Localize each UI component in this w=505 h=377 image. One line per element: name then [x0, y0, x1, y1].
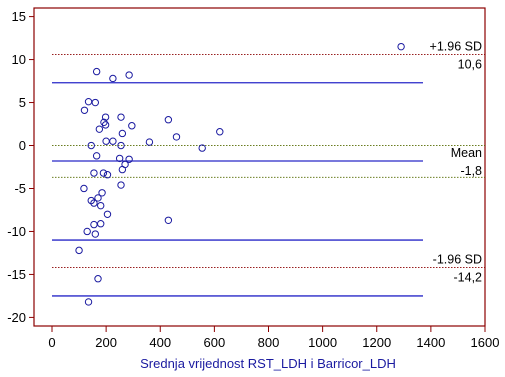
x-tick-label: 600 [204, 335, 226, 350]
x-tick-label: 400 [149, 335, 171, 350]
data-point [87, 141, 95, 150]
data-point [117, 181, 125, 189]
data-point [118, 129, 127, 138]
x-tick-label: 1600 [471, 335, 500, 350]
data-point [90, 169, 98, 177]
data-point [103, 210, 112, 218]
data-point [90, 199, 98, 207]
reference-label: +1.96 SD [430, 39, 482, 53]
reference-label: -1.96 SD [433, 253, 482, 267]
x-axis-label: Srednja vrijednost RST_LDH i Barricor_LD… [140, 356, 396, 371]
data-point [216, 128, 224, 136]
data-point [109, 137, 117, 145]
data-point [80, 106, 89, 114]
data-point [92, 67, 101, 76]
y-tick-label: -15 [7, 267, 26, 282]
data-point [118, 165, 127, 174]
reference-lines [52, 53, 485, 297]
data-point [84, 97, 93, 106]
y-tick-label: -5 [14, 181, 26, 196]
plot-frame [33, 7, 486, 327]
y-tick-label: 0 [19, 138, 26, 153]
data-point [164, 216, 173, 224]
data-point [99, 169, 108, 177]
data-point [83, 227, 91, 236]
data-point [80, 184, 88, 193]
axis-ticks: -20 -15 -10 -5 0 5 10 15 0 200 400 600 800 1000 1200 14… [7, 9, 499, 350]
reference-labels: +1.96 SD 10,6 Mean -1,8 -1.96 SD -14,2 [430, 39, 483, 284]
x-tick-label: 1200 [362, 335, 391, 350]
x-tick-label: 0 [48, 335, 55, 350]
data-point [125, 71, 133, 79]
data-point [92, 152, 101, 160]
data-point [145, 138, 154, 146]
data-point [101, 113, 110, 121]
y-tick-label: 10 [12, 52, 26, 67]
data-point [91, 230, 100, 238]
data-point [117, 141, 125, 150]
data-point [128, 122, 136, 130]
x-tick-label: 1000 [308, 335, 337, 350]
data-point [125, 155, 133, 163]
data-point [97, 220, 105, 228]
data-point [117, 113, 125, 121]
reference-value-label: -1,8 [460, 164, 482, 178]
reference-value-label: -14,2 [454, 271, 483, 285]
data-point [198, 144, 206, 152]
data-point [75, 246, 83, 255]
data-point [84, 298, 93, 306]
x-tick-label: 200 [95, 335, 117, 350]
data-point [91, 98, 100, 107]
y-tick-label: 5 [19, 95, 26, 110]
data-point [102, 137, 110, 145]
data-point [109, 74, 117, 83]
data-point [164, 116, 173, 124]
y-tick-label: -10 [7, 224, 26, 239]
data-point [94, 194, 102, 202]
data-point [90, 220, 98, 229]
data-point [94, 275, 102, 283]
data-point [172, 133, 181, 141]
y-tick-label: -20 [7, 310, 26, 325]
data-point [103, 171, 112, 179]
data-point [115, 154, 124, 163]
data-point [101, 121, 110, 129]
reference-value-label: 10,6 [458, 57, 482, 71]
data-point [95, 125, 104, 133]
data-point [98, 189, 106, 197]
data-point [397, 42, 405, 51]
data-points [75, 42, 405, 306]
x-tick-label: 1400 [416, 335, 445, 350]
y-tick-label: 15 [12, 9, 26, 24]
x-tick-label: 800 [258, 335, 280, 350]
reference-label: Mean [451, 146, 482, 160]
data-point [97, 201, 105, 210]
